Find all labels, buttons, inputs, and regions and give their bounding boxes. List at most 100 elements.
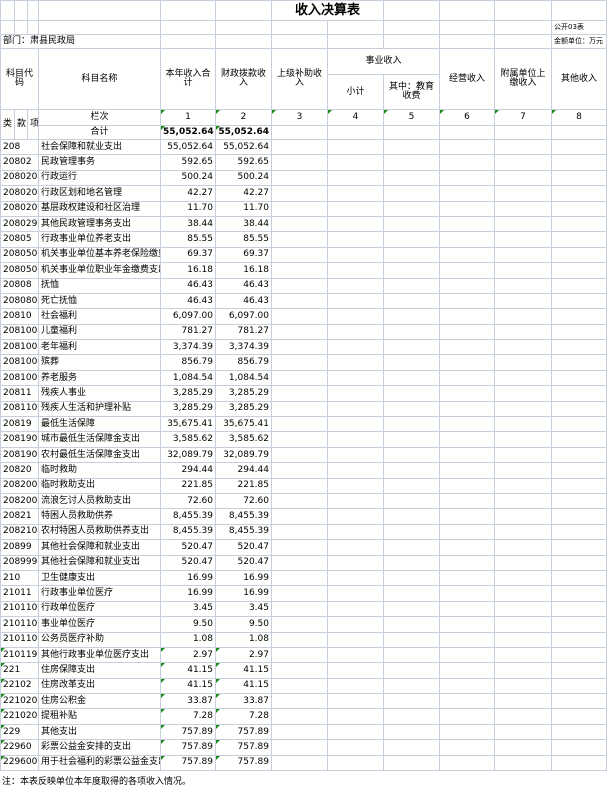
table-row: 20802 民政管理事务 592.65 592.65 (0, 154, 607, 171)
subject-name: 农村特困人员救助供养支出 (38, 523, 161, 541)
empty-cell (326, 539, 385, 556)
empty-cell (551, 215, 607, 233)
empty-cell (271, 508, 328, 525)
table-row: 2082102农村特困人员救助供养支出8,455.398,455.39 (0, 523, 607, 541)
fiscal-income: 3,285.29 (215, 385, 272, 402)
empty-cell (439, 339, 496, 356)
empty-cell (439, 662, 496, 679)
income-total: 85.55 (160, 231, 216, 248)
empty-cell (551, 354, 607, 371)
subject-code: 20808 (0, 277, 39, 294)
empty-cell (551, 169, 607, 187)
income-total: 757.89 (160, 754, 216, 772)
fiscal-income: 757.89 (215, 754, 272, 772)
fiscal-income: 35,675.41 (215, 416, 272, 433)
footnote: 注：本表反映单位本年度取得的各项收入情况。 (2, 777, 192, 788)
income-total: 69.37 (160, 246, 216, 264)
subject-name: 行政运行 (38, 169, 161, 187)
subject-code: 2081004 (0, 354, 39, 371)
empty-cell (271, 369, 328, 387)
empty-cell (439, 585, 496, 602)
subject-code: 2080299 (0, 215, 39, 233)
empty-cell (383, 215, 441, 233)
empty-cell (551, 508, 607, 525)
empty-cell (494, 308, 553, 325)
empty-cell (494, 477, 553, 494)
table-row: 208 社会保障和就业支出 55,052.64 55,052.64 (0, 138, 607, 156)
empty-cell (326, 600, 385, 618)
empty-cell (383, 662, 441, 679)
subject-name: 基层政权建设和社区治理 (38, 200, 161, 217)
subject-name: 行政事业单位医疗 (38, 585, 161, 602)
income-total: 11.70 (160, 200, 216, 217)
empty-cell (494, 554, 553, 571)
fiscal-income: 757.89 (215, 739, 272, 756)
empty-cell (439, 739, 496, 756)
header-other: 其他收入 (551, 48, 607, 110)
empty-cell (439, 462, 496, 479)
income-total: 856.79 (160, 354, 216, 371)
empty-cell (439, 539, 496, 556)
header-business: 事业收入 (326, 48, 441, 75)
subject-name: 其他社会保障和就业支出 (38, 539, 161, 556)
table-row: 229 其他支出 757.89 757.89 (0, 723, 607, 741)
empty-cell (271, 138, 328, 156)
subject-code: 20821 (0, 508, 39, 525)
header-total: 本年收入合计 (160, 48, 216, 110)
empty-cell (494, 154, 553, 171)
subject-code: 210 (0, 569, 39, 587)
subject-name: 行政单位医疗 (38, 600, 161, 618)
subject-code: 2081902 (0, 446, 39, 464)
income-total: 33.87 (160, 693, 216, 710)
empty-cell (494, 600, 553, 618)
empty-cell (271, 262, 328, 279)
subject-code: 20820 (0, 462, 39, 479)
empty-cell (326, 369, 385, 387)
empty-cell (383, 523, 441, 541)
empty-cell (383, 539, 441, 556)
income-total: 3,374.39 (160, 339, 216, 356)
header-education: 其中：教育收费 (383, 74, 441, 110)
empty-cell (271, 693, 328, 710)
fiscal-income: 16.99 (215, 569, 272, 587)
fiscal-income: 41.15 (215, 662, 272, 679)
fiscal-income: 72.60 (215, 492, 272, 510)
empty-cell (271, 200, 328, 217)
table-row: 2081107残疾人生活和护理补贴3,285.293,285.29 (0, 400, 607, 418)
subject-code: 2210201 (0, 693, 39, 710)
empty-cell (326, 292, 385, 310)
income-total: 592.65 (160, 154, 216, 171)
empty-cell (383, 262, 441, 279)
header-subtotal: 小计 (326, 74, 385, 110)
header-superior: 上级补助收入 (271, 48, 328, 110)
subject-name: 机关事业单位职业年金缴费支出 (38, 262, 161, 279)
empty-cell (494, 693, 553, 710)
fiscal-income: 3,374.39 (215, 339, 272, 356)
subject-name: 住房改革支出 (38, 677, 161, 695)
empty-cell (494, 523, 553, 541)
income-total: 757.89 (160, 723, 216, 741)
income-total: 46.43 (160, 277, 216, 294)
income-total: 3,285.29 (160, 385, 216, 402)
empty-cell (326, 385, 385, 402)
table-row: 22960 彩票公益金安排的支出 757.89 757.89 (0, 739, 607, 756)
empty-cell (551, 385, 607, 402)
empty-cell (383, 616, 441, 633)
empty-cell (326, 646, 385, 664)
empty-cell (326, 616, 385, 633)
empty-cell (439, 369, 496, 387)
subject-code: 2210202 (0, 708, 39, 725)
subject-code: 221 (0, 662, 39, 679)
table-row: 2101101行政单位医疗3.453.45 (0, 600, 607, 618)
table-row: 20808 抚恤 46.43 46.43 (0, 277, 607, 294)
subject-code: 20819 (0, 416, 39, 433)
empty-cell (439, 323, 496, 341)
empty-cell (494, 723, 553, 741)
fiscal-income: 3,585.62 (215, 431, 272, 448)
empty-cell (383, 708, 441, 725)
fiscal-income: 41.15 (215, 677, 272, 695)
